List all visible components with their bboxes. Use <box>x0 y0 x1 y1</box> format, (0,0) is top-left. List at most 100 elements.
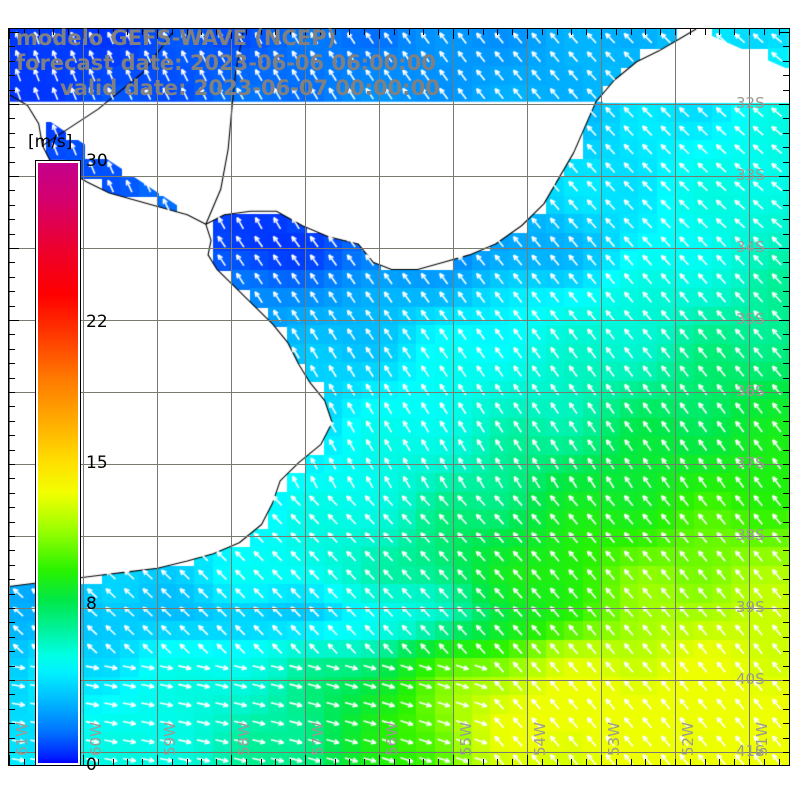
axis-tick <box>423 759 424 765</box>
axis-tick <box>497 759 498 765</box>
axis-tick <box>261 29 262 35</box>
axis-tick <box>246 759 247 765</box>
axis-tick <box>783 334 789 335</box>
axis-tick <box>542 29 543 35</box>
colorbar-tick-label: 30 <box>86 151 108 171</box>
axis-tick <box>9 32 19 33</box>
latitude-label: 41S <box>736 742 765 760</box>
axis-tick <box>783 608 789 609</box>
axis-tick <box>261 759 262 765</box>
axis-tick <box>305 29 306 39</box>
axis-tick <box>783 579 789 580</box>
axis-tick <box>783 666 789 667</box>
axis-tick <box>246 29 247 35</box>
axis-tick <box>453 29 454 39</box>
gridline-latitude <box>9 680 789 681</box>
axis-tick <box>783 349 789 350</box>
longitude-label: 57W <box>309 722 327 756</box>
axis-tick <box>690 29 691 35</box>
axis-tick <box>9 694 15 695</box>
axis-tick <box>379 29 380 39</box>
colorbar-unit-label: [m/s] <box>28 132 73 152</box>
axis-tick <box>783 550 789 551</box>
axis-tick <box>113 759 114 765</box>
axis-tick <box>779 32 789 33</box>
axis-tick <box>783 738 789 739</box>
axis-tick <box>527 755 528 765</box>
wind-field-raster <box>9 29 789 765</box>
gridline-latitude <box>9 536 789 537</box>
axis-tick <box>364 759 365 765</box>
axis-tick <box>409 759 410 765</box>
axis-tick <box>9 378 15 379</box>
axis-tick <box>275 759 276 765</box>
axis-tick <box>201 759 202 765</box>
axis-tick <box>779 104 789 105</box>
axis-tick <box>783 378 789 379</box>
axis-tick <box>9 90 15 91</box>
axis-tick <box>187 29 188 35</box>
latitude-label: 40S <box>736 670 765 688</box>
axis-tick <box>9 277 15 278</box>
axis-tick <box>127 759 128 765</box>
latitude-label: 37S <box>736 454 765 472</box>
axis-tick <box>9 752 15 753</box>
axis-tick <box>9 594 15 595</box>
longitude-label: 55W <box>457 722 475 756</box>
latitude-label: 38S <box>736 526 765 544</box>
axis-tick <box>231 29 232 39</box>
axis-tick <box>468 759 469 765</box>
axis-tick <box>9 162 15 163</box>
axis-tick <box>9 723 15 724</box>
axis-tick <box>675 29 676 35</box>
axis-tick <box>9 205 15 206</box>
axis-tick <box>705 759 706 765</box>
axis-tick <box>557 29 558 35</box>
axis-tick <box>9 536 15 537</box>
axis-tick <box>394 759 395 765</box>
axis-tick <box>779 176 789 177</box>
axis-tick <box>290 759 291 765</box>
axis-tick <box>783 709 789 710</box>
axis-tick <box>631 759 632 765</box>
axis-tick <box>9 478 15 479</box>
axis-tick <box>783 694 789 695</box>
axis-tick <box>9 392 15 393</box>
longitude-label: 54W <box>531 722 549 756</box>
axis-tick <box>783 392 789 393</box>
axis-tick <box>749 759 750 765</box>
axis-tick <box>468 29 469 35</box>
axis-tick <box>645 29 646 35</box>
axis-tick <box>216 759 217 765</box>
axis-tick <box>783 75 789 76</box>
axis-tick <box>157 755 158 765</box>
axis-tick <box>409 29 410 35</box>
axis-tick <box>783 406 789 407</box>
longitude-label: 51W <box>753 722 771 756</box>
axis-tick <box>275 29 276 35</box>
axis-tick <box>9 334 15 335</box>
axis-tick <box>98 29 99 35</box>
axis-tick <box>9 190 15 191</box>
axis-tick <box>497 29 498 35</box>
axis-tick <box>187 759 188 765</box>
axis-tick <box>783 61 789 62</box>
axis-tick <box>335 29 336 35</box>
axis-tick <box>9 450 15 451</box>
axis-tick <box>483 759 484 765</box>
latitude-label: 36S <box>736 382 765 400</box>
axis-tick <box>320 759 321 765</box>
axis-tick <box>586 29 587 35</box>
axis-tick <box>783 651 789 652</box>
longitude-label: 52W <box>679 722 697 756</box>
axis-tick <box>783 565 789 566</box>
axis-tick <box>783 464 789 465</box>
axis-tick <box>783 205 789 206</box>
axis-tick <box>9 104 19 105</box>
axis-tick <box>512 29 513 35</box>
axis-tick <box>783 752 789 753</box>
axis-tick <box>364 29 365 35</box>
axis-tick <box>394 29 395 35</box>
gridline-longitude <box>601 29 602 765</box>
